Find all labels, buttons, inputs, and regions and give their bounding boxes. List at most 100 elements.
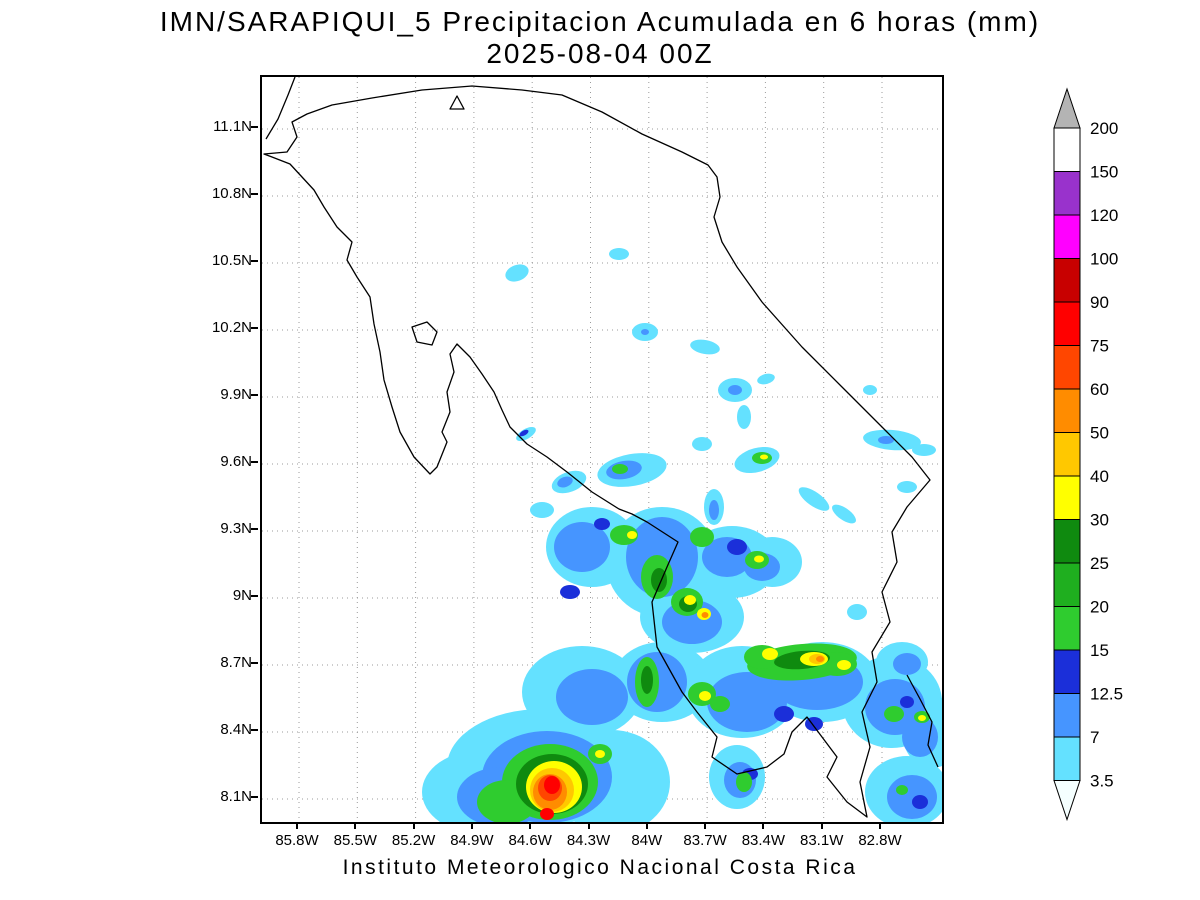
precip-blob — [690, 339, 720, 355]
precip-blob — [918, 715, 926, 721]
colorbar-label: 3.5 — [1090, 772, 1114, 791]
colorbar-segment — [1053, 388, 1081, 433]
nicaragua-coast-line — [265, 77, 296, 140]
precip-blob — [912, 795, 928, 809]
y-tick-label: 8.4N — [220, 721, 252, 738]
y-tick-mark — [251, 327, 258, 329]
precip-blob — [519, 429, 529, 437]
x-tick-label: 85.8W — [275, 832, 319, 849]
precip-blob — [728, 385, 742, 395]
y-tick-label: 8.1N — [220, 788, 252, 805]
precip-blob — [556, 669, 628, 725]
precip-blob — [544, 776, 560, 794]
colorbar-label: 60 — [1090, 380, 1109, 399]
y-tick-label: 11.1N — [213, 118, 252, 135]
y-tick-label: 9N — [232, 587, 252, 604]
precip-blob — [884, 706, 904, 722]
colorbar-label: 75 — [1090, 337, 1109, 356]
colorbar-segment — [1053, 475, 1081, 520]
precip-blob — [690, 527, 714, 547]
precip-blob — [530, 502, 554, 518]
x-tick-mark — [820, 822, 823, 829]
colorbar-below-min-triangle — [1053, 780, 1081, 822]
precip-blob — [816, 656, 824, 662]
colorbar-segment — [1053, 127, 1081, 172]
precip-blob — [878, 436, 894, 444]
precip-blob — [893, 653, 921, 675]
x-tick-label: 83.1W — [800, 832, 844, 849]
precip-blob — [847, 604, 867, 620]
precip-blob — [612, 464, 628, 474]
y-tick-label: 8.7N — [220, 654, 252, 671]
colorbar-label: 12.5 — [1090, 685, 1123, 704]
precip-blob — [832, 504, 856, 524]
colorbar-label: 30 — [1090, 511, 1109, 530]
precip-blob — [595, 750, 605, 758]
colorbar-label: 15 — [1090, 641, 1109, 660]
colorbar-label: 100 — [1090, 250, 1118, 269]
x-tick-label: 84W — [631, 832, 663, 849]
y-tick-mark — [251, 595, 258, 597]
precip-blob — [897, 481, 917, 493]
x-tick-mark — [704, 822, 707, 829]
x-tick-mark — [879, 822, 881, 829]
x-tick-mark — [587, 822, 590, 829]
x-tick-label: 82.8W — [858, 832, 902, 849]
y-tick-mark — [251, 394, 258, 396]
precip-shading-level-75mm — [540, 776, 560, 820]
precip-blob — [540, 808, 554, 820]
colorbar: 200 150 120 100 90 75 60 50 40 30 25 20 15 12.5 7 3.5 — [1053, 87, 1123, 822]
precip-blob — [762, 648, 778, 660]
x-tick-mark — [529, 822, 532, 829]
precip-shading-level-12.5mm — [519, 429, 928, 809]
y-tick-label: 10.8N — [211, 185, 252, 202]
y-tick-label: 9.3N — [220, 520, 252, 537]
colorbar-segment — [1053, 736, 1081, 781]
precip-blob — [609, 248, 629, 260]
y-tick-mark — [251, 796, 258, 798]
y-tick-mark — [251, 729, 258, 731]
precip-blob — [651, 568, 667, 592]
x-tick-label: 84.9W — [450, 832, 494, 849]
x-tick-label: 85.2W — [391, 832, 436, 849]
precip-blob — [560, 585, 580, 599]
precip-blob — [837, 660, 851, 670]
gulf-of-nicoya-island — [411, 321, 438, 346]
y-tick-mark — [251, 193, 258, 195]
x-tick-mark — [645, 822, 648, 829]
x-tick-mark — [470, 822, 473, 829]
y-tick-mark — [251, 528, 258, 530]
precip-blob — [594, 518, 610, 530]
geography-outlines — [263, 77, 939, 818]
colorbar-segment — [1053, 519, 1081, 564]
colorbar-segment — [1053, 301, 1081, 346]
y-tick-mark — [251, 662, 258, 664]
colorbar-above-max-triangle — [1053, 87, 1081, 129]
precip-blob — [627, 531, 637, 539]
y-tick-label: 10.2N — [211, 319, 252, 336]
precip-blob — [863, 385, 877, 395]
precip-blob — [641, 666, 653, 694]
y-tick-mark — [251, 260, 258, 262]
precip-blob — [557, 476, 573, 488]
x-tick-mark — [762, 822, 765, 829]
lake-island-triangle — [449, 95, 465, 110]
colorbar-label: 200 — [1090, 119, 1118, 138]
colorbar-label: 40 — [1090, 467, 1109, 486]
precip-blob — [736, 772, 752, 792]
map-plot-area — [260, 75, 944, 824]
precip-blob — [774, 706, 794, 722]
chart-subtitle: 2025-08-04 00Z — [486, 38, 714, 69]
chart-title: IMN/SARAPIQUI_5 Precipitacion Acumulada … — [159, 6, 1041, 37]
colorbar-label: 90 — [1090, 293, 1109, 312]
colorbar-label: 50 — [1090, 424, 1109, 443]
precip-blob — [887, 775, 937, 819]
precipitation-map — [262, 77, 942, 822]
x-tick-label: 84.3W — [566, 832, 611, 849]
precip-blob — [701, 612, 709, 618]
colorbar-segment — [1053, 171, 1081, 216]
precip-blob — [699, 691, 711, 701]
panama-coast-lines — [906, 674, 939, 768]
precip-blob — [554, 522, 610, 572]
